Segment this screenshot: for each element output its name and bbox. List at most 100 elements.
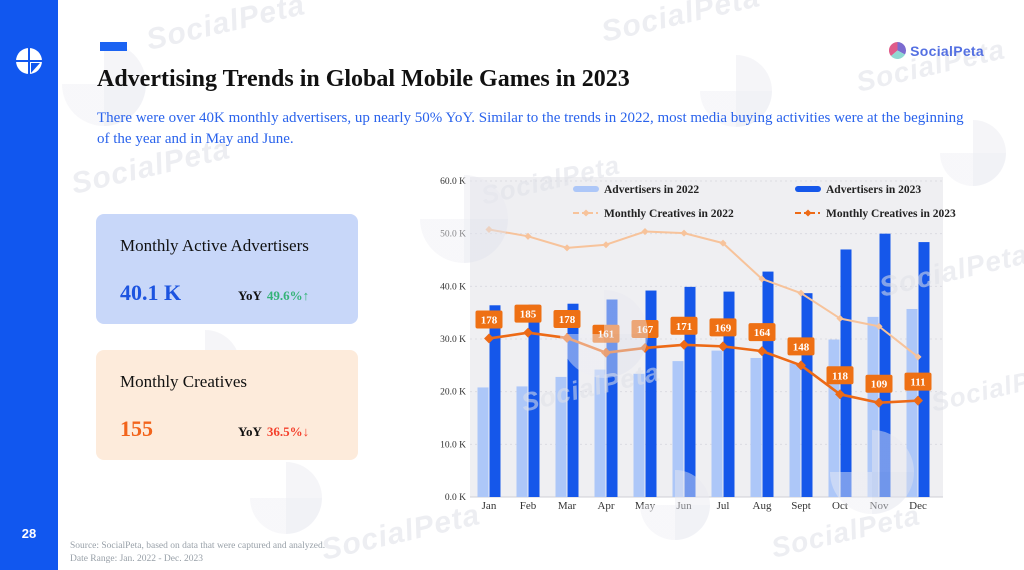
svg-text:Feb: Feb	[520, 500, 537, 512]
advertising-trend-chart: 0.0 K 10.0 K 20.0 K 30.0 K 40.0 K 50.0 K 60.0 …	[438, 168, 988, 522]
yoy-label: YoY	[238, 288, 262, 303]
bar-jul	[723, 291, 735, 497]
bar-jan	[489, 305, 501, 497]
svg-text:Sept: Sept	[791, 500, 811, 512]
bar-apr	[606, 299, 618, 497]
page-subtitle: There were over 40K monthly advertisers,…	[97, 110, 964, 147]
svg-text:Advertisers in 2022: Advertisers in 2022	[604, 184, 699, 196]
bar-dec	[906, 308, 918, 497]
line-marker	[523, 327, 533, 338]
svg-text:169: 169	[715, 322, 732, 334]
line-marker	[874, 397, 884, 408]
sidebar: 28	[0, 0, 58, 570]
bar-jul	[711, 350, 723, 497]
svg-text:Apr: Apr	[597, 500, 614, 512]
line-marker	[679, 339, 689, 350]
line-creatives-2022	[485, 225, 922, 361]
watermark-text: SocialPeta	[598, 0, 764, 49]
svg-text:20.0 K: 20.0 K	[440, 388, 466, 398]
line-marker	[640, 343, 650, 353]
card-value: 155	[120, 416, 153, 441]
bar-feb	[528, 304, 540, 497]
svg-text:Jun: Jun	[676, 500, 692, 512]
svg-text:0.0 K: 0.0 K	[445, 493, 466, 503]
bar-jun	[672, 361, 684, 497]
bar-may	[645, 290, 657, 497]
svg-text:109: 109	[871, 379, 888, 391]
yoy-label: YoY	[238, 424, 262, 439]
watermark-text: SocialPeta	[143, 0, 309, 57]
bar-aug	[762, 271, 774, 497]
footer-date-range: Date Range: Jan. 2022 - Dec. 2023	[70, 554, 203, 564]
line-marker	[562, 332, 572, 343]
yoy-value-up: 49.6%↑	[266, 288, 310, 303]
bar-dec	[918, 242, 930, 497]
line-marker	[804, 209, 812, 217]
brand-name: SocialPeta	[910, 42, 984, 59]
bar-nov	[867, 316, 879, 497]
title-accent-dash	[100, 42, 127, 51]
svg-text:Jul: Jul	[717, 500, 730, 512]
chart-svg: 0.0 K 10.0 K 20.0 K 30.0 K 40.0 K 50.0 K 60.0 …	[440, 177, 956, 512]
svg-text:50.0 K: 50.0 K	[440, 230, 466, 240]
bar-oct	[828, 339, 840, 497]
line-marker	[913, 395, 923, 406]
legend: Advertisers in 2022 Advertisers in 2023 Mo…	[573, 184, 956, 220]
bar-nov	[879, 233, 891, 497]
line-marker	[563, 244, 571, 252]
page-title: Advertising Trends in Global Mobile Game…	[97, 66, 630, 92]
svg-text:Aug: Aug	[753, 500, 772, 512]
svg-text:Nov: Nov	[870, 500, 889, 512]
svg-text:161: 161	[598, 329, 615, 341]
line-marker	[602, 241, 610, 249]
footer: Source: SocialPeta, based on data that w…	[70, 540, 325, 566]
bar-jun	[684, 286, 696, 497]
card-title: Monthly Creatives	[120, 372, 248, 391]
line-creatives-2023	[484, 327, 923, 408]
line-marker	[718, 341, 728, 352]
svg-text:May: May	[635, 500, 656, 512]
line-marker	[875, 322, 883, 330]
svg-text:167: 167	[637, 324, 654, 336]
card-value: 40.1 K	[120, 280, 182, 305]
line-marker	[680, 229, 688, 237]
page-number: 28	[21, 526, 37, 541]
bar-sept	[801, 293, 813, 497]
x-axis-labels: Jan Feb Mar Apr May Jun Jul Aug Sept Oct Nov Dec	[482, 500, 927, 512]
line-marker	[835, 389, 845, 400]
svg-text:Dec: Dec	[909, 500, 927, 512]
line-marker	[485, 225, 493, 233]
bars-2022	[477, 308, 918, 497]
line-marker	[797, 289, 805, 297]
y-axis-ticks: 0.0 K 10.0 K 20.0 K 30.0 K 40.0 K 50.0 K 60.0 …	[440, 177, 466, 503]
gridlines	[470, 180, 943, 498]
line-marker	[758, 275, 766, 283]
bar-mar	[567, 303, 579, 497]
svg-text:Jan: Jan	[482, 500, 497, 512]
bar-sept	[789, 363, 801, 497]
svg-text:Monthly Creatives in 2023: Monthly Creatives in 2023	[826, 208, 956, 220]
bar-aug	[750, 357, 762, 497]
svg-text:Monthly Creatives in 2022: Monthly Creatives in 2022	[604, 208, 734, 220]
creatives-2023-data-labels: 178 185 178 161 167 171 169 164 148 118 109 111	[475, 304, 932, 393]
yoy-value-down: 36.5%↓	[266, 424, 310, 439]
svg-text:111: 111	[910, 377, 925, 389]
line-marker	[914, 353, 922, 361]
line-marker	[796, 360, 806, 371]
socialpeta-pie-icon	[15, 47, 43, 75]
bar-apr	[594, 369, 606, 497]
svg-text:178: 178	[559, 314, 576, 326]
card-title: Monthly Active Advertisers	[120, 236, 309, 255]
legend-item: Monthly Creatives in 2022	[573, 208, 734, 220]
plot-area	[470, 177, 943, 497]
bar-feb	[516, 386, 528, 497]
line-marker	[641, 228, 649, 236]
svg-text:185: 185	[520, 309, 537, 321]
line-marker	[601, 347, 611, 358]
line-marker	[836, 314, 844, 322]
footer-source: Source: SocialPeta, based on data that w…	[70, 541, 326, 551]
bar-jan	[477, 387, 489, 497]
bar-may	[633, 373, 645, 497]
svg-text:178: 178	[481, 314, 498, 326]
svg-text:10.0 K: 10.0 K	[440, 440, 466, 450]
